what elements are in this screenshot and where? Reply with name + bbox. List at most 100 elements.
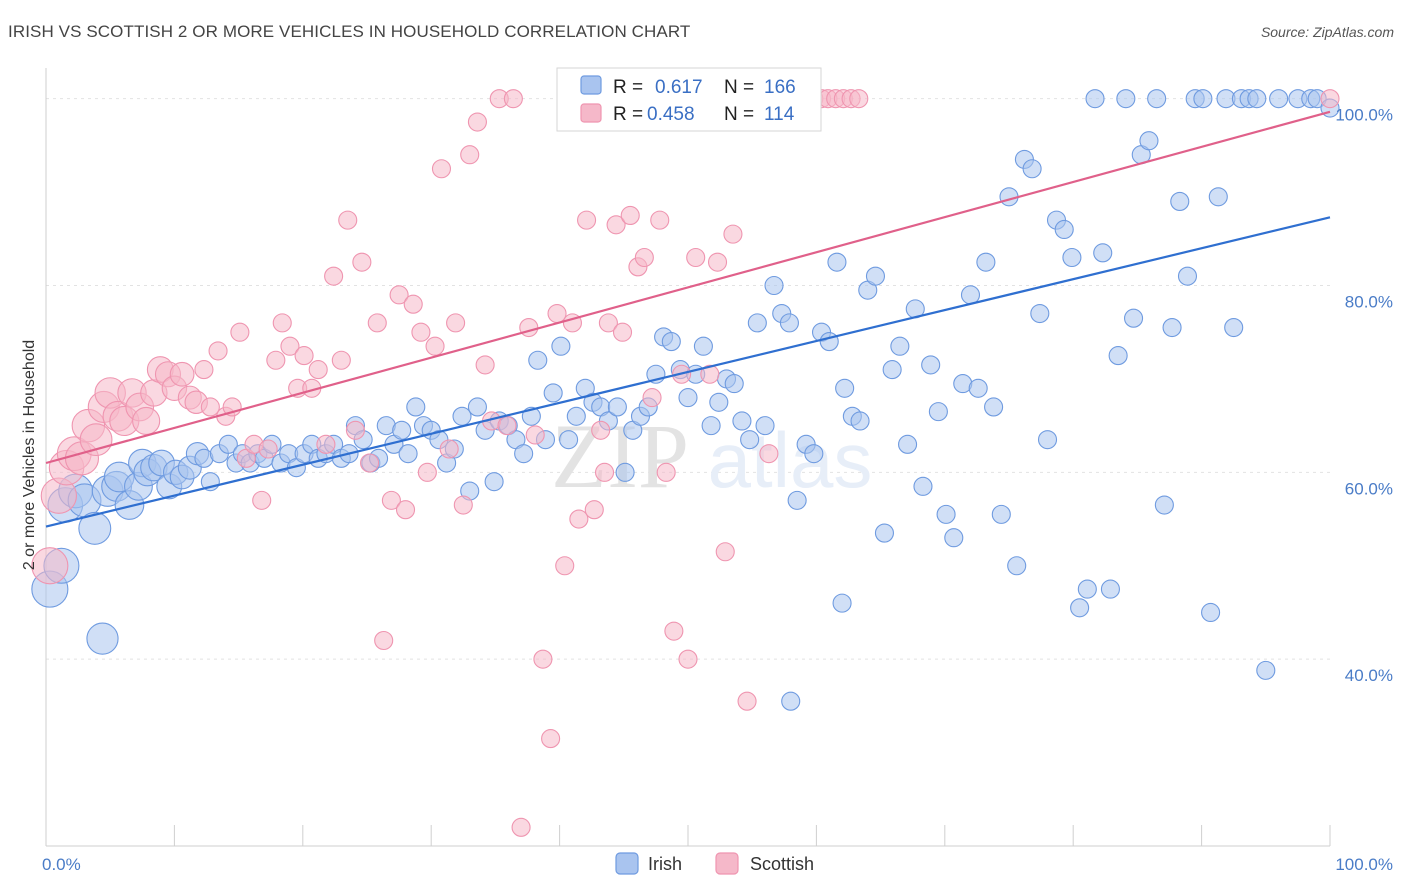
legend-swatch-scottish xyxy=(580,103,602,123)
scottish-point-83 xyxy=(642,388,662,408)
scottish-point-88 xyxy=(678,649,698,669)
irish-point-145 xyxy=(1154,495,1174,515)
irish-point-108 xyxy=(865,266,886,286)
irish-point-136 xyxy=(1085,89,1105,109)
scottish-point-29 xyxy=(252,490,272,510)
irish-point-57 xyxy=(467,397,487,417)
scottish-point-45 xyxy=(367,313,387,333)
irish-point-147 xyxy=(1170,191,1190,211)
scottish-point-0 xyxy=(31,547,69,585)
irish-point-150 xyxy=(1193,89,1213,109)
scottish-point-31 xyxy=(266,350,286,370)
irish-point-129 xyxy=(1030,303,1050,324)
irish-point-165 xyxy=(781,691,801,711)
scottish-point-84 xyxy=(650,210,670,230)
irish-point-121 xyxy=(968,378,988,398)
irish-point-90 xyxy=(724,374,744,394)
scottish-point-40 xyxy=(331,350,351,370)
irish-point-110 xyxy=(882,360,902,380)
scottish-trendline xyxy=(45,110,1331,465)
irish-point-143 xyxy=(1139,131,1159,151)
scottish-point-39 xyxy=(324,266,344,286)
irish-point-146 xyxy=(1162,317,1182,338)
legend-scottish-n-value: 114 xyxy=(764,104,795,125)
irish-point-128 xyxy=(1022,159,1042,179)
irish-point-5 xyxy=(78,511,112,545)
y-axis-label: 2 or more Vehicles in Household xyxy=(21,340,38,570)
irish-point-148 xyxy=(1177,266,1198,286)
scottish-point-77 xyxy=(598,313,618,333)
scottish-point-66 xyxy=(519,317,539,338)
irish-point-140 xyxy=(1116,89,1136,109)
irish-point-97 xyxy=(779,313,799,333)
scottish-point-63 xyxy=(497,416,517,436)
irish-point-138 xyxy=(1100,579,1120,599)
y-tick-label-1: 60.0% xyxy=(1345,479,1393,498)
tick-labels: 40.0% 60.0% 80.0% 100.0% 0.0% 100.0% xyxy=(42,106,1393,874)
irish-point-114 xyxy=(913,476,933,496)
scottish-point-70 xyxy=(547,303,567,324)
chart-title: IRISH VS SCOTTISH 2 OR MORE VEHICLES IN … xyxy=(8,22,691,41)
scottish-point-48 xyxy=(389,285,409,305)
irish-point-75 xyxy=(607,397,627,417)
irish-point-86 xyxy=(693,336,713,356)
scottish-point-85 xyxy=(656,462,676,482)
scottish-point-46 xyxy=(374,630,394,651)
irish-point-88 xyxy=(709,392,729,412)
legend-scottish-r-label: R = xyxy=(613,104,643,125)
scottish-point-57 xyxy=(453,495,473,515)
scottish-point-35 xyxy=(294,346,314,366)
irish-point-106 xyxy=(850,411,870,431)
irish-point-117 xyxy=(936,504,956,524)
legend-swatch-irish xyxy=(580,75,602,95)
irish-point-111 xyxy=(890,336,910,356)
irish-point-157 xyxy=(1247,89,1267,109)
scottish-point-64 xyxy=(503,89,523,109)
scottish-point-60 xyxy=(475,355,495,375)
irish-point-69 xyxy=(559,430,579,450)
scottish-point-42 xyxy=(345,420,365,440)
irish-point-120 xyxy=(960,285,981,305)
scottish-point-99 xyxy=(759,444,779,464)
irish-point-139 xyxy=(1108,346,1128,366)
irish-point-87 xyxy=(701,416,721,436)
scottish-point-69 xyxy=(541,729,561,749)
irish-point-92 xyxy=(740,430,760,450)
scottish-point-22 xyxy=(200,397,220,417)
scottish-point-78 xyxy=(606,215,626,235)
irish-point-47 xyxy=(392,420,412,440)
irish-point-151 xyxy=(1201,602,1221,623)
irish-point-84 xyxy=(678,388,698,408)
irish-point-112 xyxy=(898,434,918,454)
scottish-point-50 xyxy=(403,294,423,314)
scottish-point-74 xyxy=(577,210,597,230)
irish-point-124 xyxy=(991,504,1011,524)
scottish-point-113 xyxy=(594,462,615,482)
irish-point-24 xyxy=(218,434,238,454)
irish-point-130 xyxy=(1037,430,1058,450)
scottish-point-80 xyxy=(620,205,640,226)
scottish-point-89 xyxy=(686,247,706,268)
scottish-point-56 xyxy=(446,313,466,333)
irish-point-115 xyxy=(921,355,941,375)
x-tick-label-left: 0.0% xyxy=(42,855,81,874)
scottish-point-65 xyxy=(511,817,531,837)
scottish-point-59 xyxy=(467,112,487,132)
scottish-point-38 xyxy=(316,434,336,454)
scottish-point-26 xyxy=(230,322,250,342)
irish-point-116 xyxy=(928,402,948,422)
scottish-point-92 xyxy=(707,252,728,272)
irish-point-123 xyxy=(984,397,1004,417)
bottom-legend-irish: Irish xyxy=(648,854,682,874)
scottish-point-44 xyxy=(360,453,380,473)
scottish-point-51 xyxy=(411,322,431,342)
irish-point-76 xyxy=(615,462,635,482)
irish-point-159 xyxy=(1269,89,1289,109)
legend-scottish-n-label: N = xyxy=(724,104,754,125)
scottish-point-13 xyxy=(132,406,161,436)
scottish-point-54 xyxy=(431,159,452,179)
irish-point-158 xyxy=(1256,660,1276,680)
irish-point-94 xyxy=(755,416,775,436)
legend-scottish-r-value: 0.458 xyxy=(647,104,695,125)
